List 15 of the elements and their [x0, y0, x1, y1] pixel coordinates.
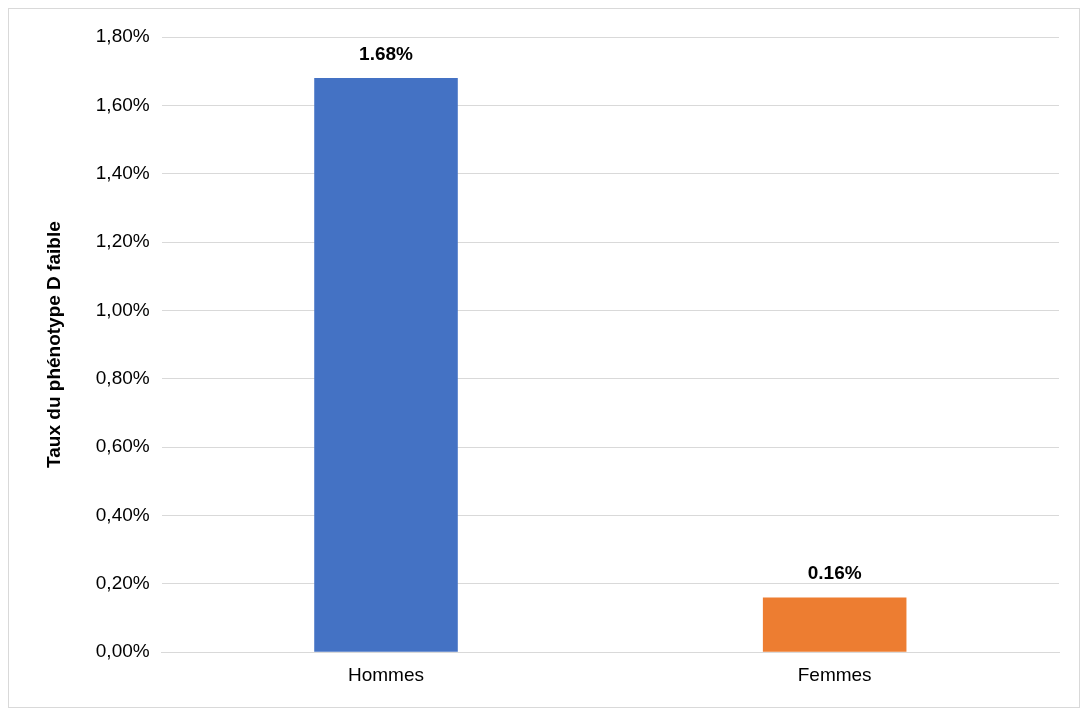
y-tick-label: 1,80%: [95, 25, 150, 47]
data-label: 0.16%: [807, 562, 862, 584]
y-axis-title: Taux du phénotype D faible: [42, 221, 64, 468]
y-tick-label: 0,60%: [95, 435, 150, 457]
data-label: 1.68%: [359, 42, 414, 64]
y-tick-label: 0,20%: [95, 572, 150, 594]
y-tick-label: 1,40%: [95, 161, 150, 183]
x-tick-label: Hommes: [348, 663, 425, 685]
y-tick-label: 1,60%: [95, 93, 150, 115]
y-tick-label: 0,80%: [95, 367, 150, 389]
y-tick-label: 1,20%: [95, 230, 150, 252]
y-tick-label: 0,40%: [95, 503, 150, 525]
x-tick-label: Femmes: [797, 663, 872, 685]
y-tick-label: 1,00%: [95, 298, 150, 320]
y-tick-label: 0,00%: [95, 640, 150, 662]
